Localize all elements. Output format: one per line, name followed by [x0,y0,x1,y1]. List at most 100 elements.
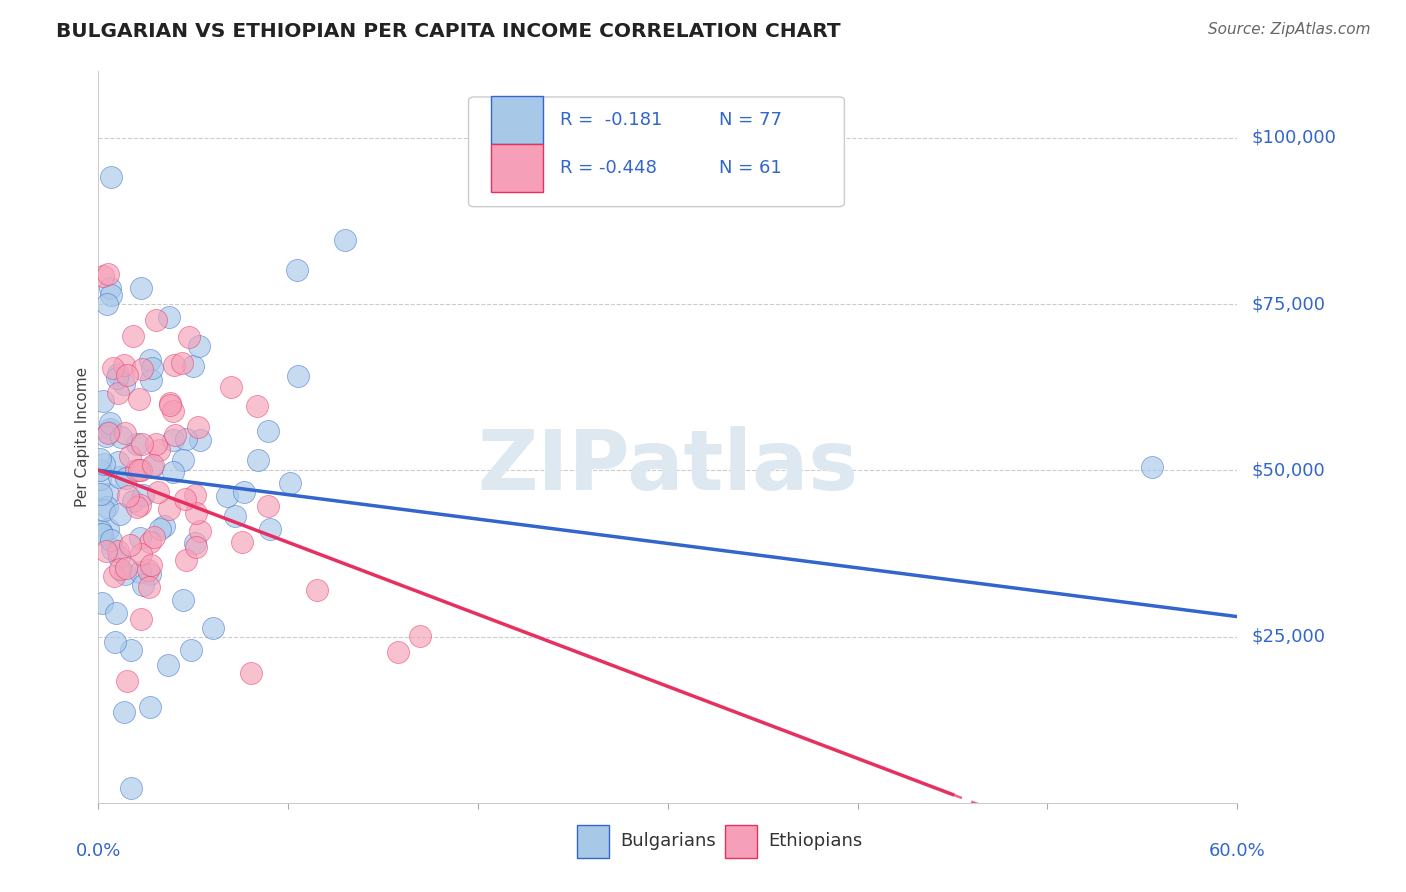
Point [128,463,150,477]
Point [188,433,211,447]
Text: Source: ZipAtlas.com: Source: ZipAtlas.com [1208,22,1371,37]
Text: R = -0.448: R = -0.448 [560,160,657,178]
Point [129,462,152,476]
Bar [725,825,756,858]
Point [183,536,205,550]
Point [138,566,160,581]
Text: 0.0%: 0.0% [76,842,121,860]
Point [107,385,129,400]
Point [104,635,127,649]
Point [107,544,129,558]
Point [148,485,170,500]
Point [98,425,121,440]
Point [136,564,159,578]
Point [105,371,128,385]
Point [129,612,152,626]
Point [221,380,243,394]
Point [257,500,280,514]
Point [132,488,155,502]
Point [91,393,114,408]
Point [132,578,155,592]
Point [96,500,118,515]
Point [215,489,238,503]
Point [94,429,117,443]
Text: $75,000: $75,000 [1251,295,1326,313]
Point [184,507,207,521]
Text: $50,000: $50,000 [1251,461,1324,479]
Point [335,233,357,247]
Text: Bulgarians: Bulgarians [620,832,716,850]
Point [97,487,120,501]
Point [115,561,138,575]
Point [108,549,131,564]
Point [121,329,143,343]
Point [139,534,162,549]
Point [149,522,172,536]
Point [107,455,129,469]
Point [107,368,129,382]
Point [145,436,167,450]
Point [180,643,202,657]
Point [125,463,148,477]
Point [112,376,135,391]
Point [201,621,224,635]
Point [117,368,139,383]
Point [141,459,163,474]
Bar [491,96,543,144]
Y-axis label: Per Capita Income: Per Capita Income [75,367,90,508]
Point [143,530,166,544]
Point [115,673,138,688]
Point [100,288,122,302]
Point [174,491,197,506]
Point [174,553,197,567]
Point [1140,460,1163,475]
Point [97,522,120,536]
Point [97,426,120,441]
Point [101,360,124,375]
Point [162,434,184,448]
Text: Ethiopians: Ethiopians [768,832,862,850]
Point [98,281,121,295]
Point [93,503,115,517]
Point [139,353,162,368]
Point [128,392,150,407]
Point [138,580,160,594]
Point [91,527,114,541]
Point [120,642,142,657]
Point [127,437,149,451]
Point [128,531,150,545]
Point [157,657,180,672]
Point [114,425,136,440]
Point [157,310,180,324]
Point [129,565,152,579]
Point [409,629,432,643]
Point [285,263,308,277]
Point [172,592,194,607]
Point [115,471,138,485]
Point [240,665,263,680]
Text: $25,000: $25,000 [1251,628,1326,646]
Text: BULGARIAN VS ETHIOPIAN PER CAPITA INCOME CORRELATION CHART: BULGARIAN VS ETHIOPIAN PER CAPITA INCOME… [56,22,841,41]
Point [181,359,204,374]
Point [148,443,170,458]
Point [117,489,139,503]
Text: N = 77: N = 77 [718,112,782,129]
Bar [491,145,543,192]
Point [141,558,163,573]
Point [100,533,122,547]
FancyBboxPatch shape [468,97,845,207]
Point [89,451,111,466]
Point [108,470,131,484]
Point [256,424,278,438]
Point [129,498,152,512]
Point [105,606,128,620]
Point [98,417,121,431]
Point [186,540,208,554]
Point [184,488,207,502]
Point [153,518,176,533]
Point [232,485,254,500]
Point [112,705,135,719]
Point [247,453,270,467]
Point [112,358,135,372]
Point [157,502,180,516]
